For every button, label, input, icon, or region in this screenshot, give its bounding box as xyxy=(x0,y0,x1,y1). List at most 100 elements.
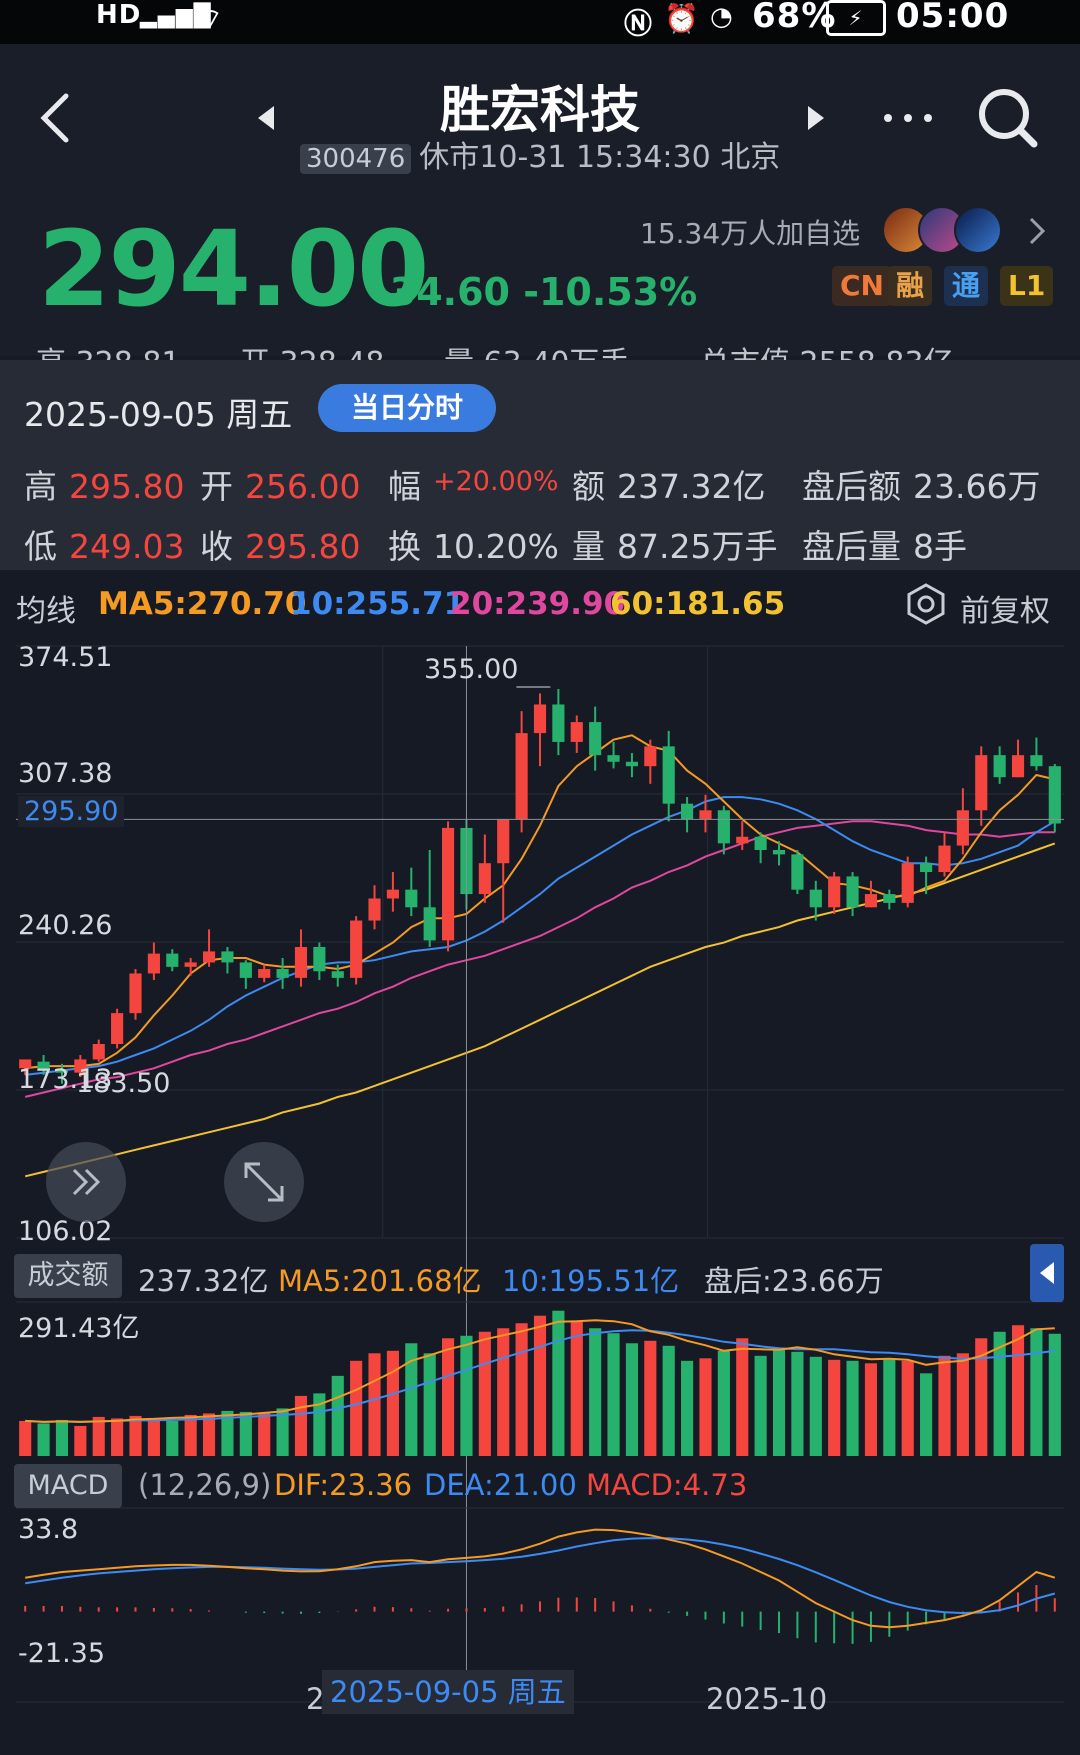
volume-bar xyxy=(478,1331,491,1456)
volume-value: 237.32亿 xyxy=(138,1264,269,1298)
back-icon[interactable] xyxy=(36,90,76,146)
intraday-button[interactable]: 当日分时 xyxy=(318,384,496,432)
candle-body xyxy=(828,876,841,908)
chevron-right-icon[interactable] xyxy=(1026,216,1048,246)
volume-bar xyxy=(956,1353,969,1456)
volume-ma5: MA5:201.68亿 xyxy=(278,1264,482,1298)
volume-bar xyxy=(294,1395,308,1456)
volume-bar xyxy=(1048,1333,1061,1456)
badge-l1[interactable]: L1 xyxy=(1000,266,1054,306)
candle-body xyxy=(184,962,197,967)
volume-bar xyxy=(111,1418,124,1456)
candle-body xyxy=(846,876,859,908)
ma5-value: MA5:270.70 xyxy=(98,586,307,622)
macd-indicator-tab[interactable]: MACD xyxy=(14,1464,122,1508)
candle-body xyxy=(607,755,620,762)
volume-bar xyxy=(515,1323,528,1456)
watchers-count[interactable]: 15.34万人加自选 xyxy=(640,217,861,250)
volume-ma10-line xyxy=(25,1329,1055,1423)
after-hours-volume-label: 盘后:23.66万 xyxy=(704,1264,884,1298)
volume-bar xyxy=(993,1331,1006,1456)
volume-ma10: 10:195.51亿 xyxy=(502,1264,680,1298)
nfc-icon: Ⓝ xyxy=(624,7,654,40)
volume-bar xyxy=(405,1343,418,1456)
candle-body xyxy=(313,946,326,972)
macd-dea: DEA:21.00 xyxy=(424,1468,577,1502)
summary-market-cap: 总市值 2558.83亿 xyxy=(700,338,954,360)
candle-body xyxy=(699,810,712,820)
macd-dif: DIF:23.36 xyxy=(274,1468,413,1502)
volume-bar xyxy=(37,1423,50,1456)
stock-name: 胜宏科技 xyxy=(440,81,640,139)
wifi-icon: ⌔ xyxy=(198,4,224,34)
volume-bar xyxy=(386,1350,399,1456)
volume-bar xyxy=(644,1340,657,1456)
volume-bar xyxy=(166,1420,179,1456)
badge-connect[interactable]: 通 xyxy=(944,266,989,306)
after-hours-amount: 盘后额 23.66万 xyxy=(802,467,1041,506)
candle-body xyxy=(717,810,730,844)
summary-volume: 量 63.40万手 xyxy=(444,338,629,360)
badge-cn[interactable]: CN xyxy=(832,266,892,306)
ma60-line xyxy=(24,842,1056,1178)
search-icon[interactable] xyxy=(974,84,1042,152)
volume-bar xyxy=(791,1351,804,1456)
volume-bar xyxy=(846,1360,859,1456)
candle-body xyxy=(497,819,510,864)
candle-body xyxy=(901,863,914,903)
fullscreen-button[interactable] xyxy=(224,1142,304,1222)
ma10-value: 10:255.71 xyxy=(290,586,466,622)
candle-body xyxy=(1030,755,1043,767)
ma-label: 均线 xyxy=(16,594,76,629)
volume-bar xyxy=(497,1328,510,1456)
summary-row: 高 328.81 开 328.48 量 63.40万手 总市值 2558.83亿 xyxy=(0,332,1080,360)
settings-icon[interactable] xyxy=(904,582,948,626)
candle-body xyxy=(883,894,896,903)
candle-body xyxy=(809,889,822,908)
crosshair-price-label: 295.90 xyxy=(18,796,125,827)
collapse-panel-button[interactable] xyxy=(1030,1244,1064,1302)
change-value: -34.60 xyxy=(374,270,510,314)
volume-bar xyxy=(184,1414,197,1456)
next-stock-icon[interactable] xyxy=(804,104,828,132)
candle-body xyxy=(386,889,399,899)
signal-icon: ▂▄▆█ xyxy=(140,4,212,29)
crosshair-date-label: 2025-09-05 周五 xyxy=(322,1670,574,1714)
volume-indicator-tab[interactable]: 成交额 xyxy=(14,1254,122,1298)
more-icon[interactable] xyxy=(880,104,936,132)
candle-body xyxy=(956,810,969,846)
adjust-mode[interactable]: 前复权 xyxy=(960,594,1050,629)
scroll-latest-button[interactable] xyxy=(46,1142,126,1222)
candle-body xyxy=(864,894,878,908)
day-turnover: 换 10.20% xyxy=(388,527,559,566)
chart-area[interactable] xyxy=(0,638,1080,1738)
prev-stock-icon[interactable] xyxy=(254,104,278,132)
candle-body xyxy=(55,1070,69,1073)
candle-body xyxy=(754,836,767,850)
speed-icon: ◔ xyxy=(710,2,734,32)
candle-body xyxy=(993,755,1006,778)
volume-bar xyxy=(883,1358,896,1456)
volume-bar xyxy=(129,1415,142,1456)
day-detail-panel xyxy=(0,360,1080,570)
candle-body xyxy=(975,755,988,811)
badge-margin[interactable]: 融 xyxy=(888,266,933,306)
volume-bar xyxy=(221,1410,234,1456)
candle-body xyxy=(166,953,179,967)
candle-body xyxy=(736,836,749,844)
summary-high: 高 328.81 xyxy=(36,338,181,360)
macd-y-top: 33.8 xyxy=(18,1514,79,1545)
volume-bar xyxy=(772,1348,786,1456)
candle-body xyxy=(423,907,436,941)
volume-bar xyxy=(1030,1328,1043,1456)
avatar xyxy=(954,206,1002,254)
expand-icon xyxy=(244,1162,284,1202)
last-price: 294.00 xyxy=(38,208,429,330)
volume-bar xyxy=(975,1338,988,1456)
volume-bar xyxy=(533,1315,547,1456)
y-tick-label: 374.51 xyxy=(18,642,113,673)
volume-bar xyxy=(442,1338,455,1456)
volume-bar xyxy=(589,1328,602,1456)
candle-body xyxy=(19,1059,32,1069)
min-price-label: 183.50 xyxy=(76,1068,171,1099)
